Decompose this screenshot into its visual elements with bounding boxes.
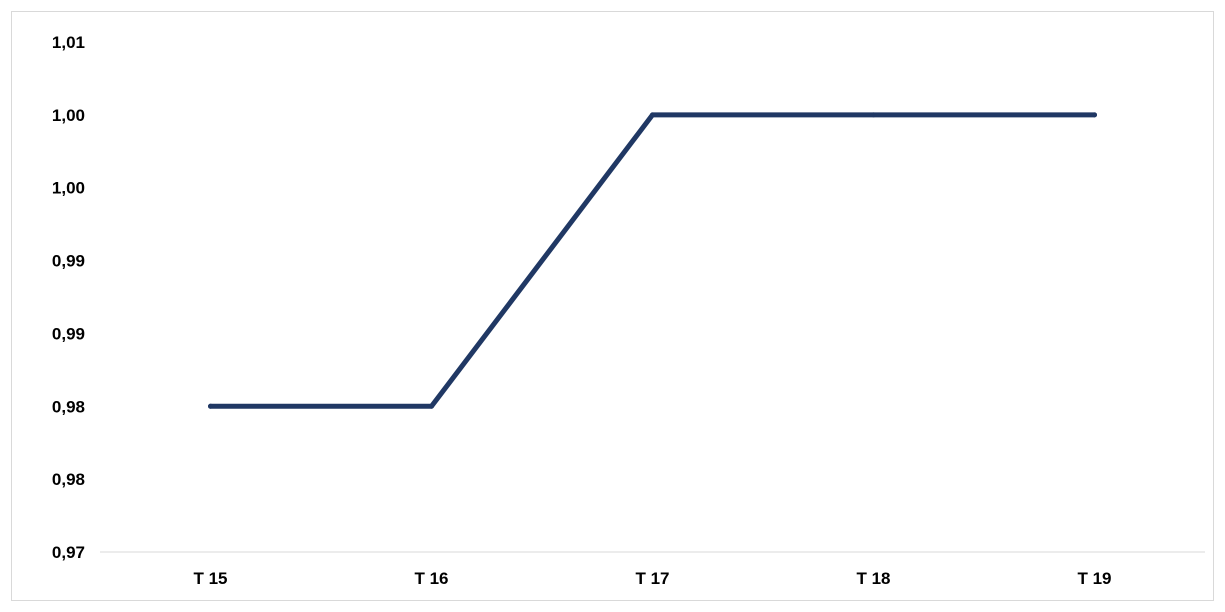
data-point [1092, 112, 1097, 118]
y-tick-label: 0,98 [52, 470, 85, 489]
series-layer [208, 112, 1097, 409]
x-tick-label: T 18 [856, 569, 890, 588]
chart-frame [11, 11, 1214, 601]
x-tick-label: T 16 [414, 569, 448, 588]
y-axis-ticks: 0,97 0,98 0,98 0,99 0,99 1,00 1,00 1,01 [52, 33, 85, 562]
data-point [650, 112, 655, 118]
series-line [208, 112, 1097, 409]
y-tick-label: 1,01 [52, 33, 85, 52]
data-point [429, 403, 434, 409]
data-point [208, 403, 213, 409]
y-tick-label: 0,98 [52, 397, 85, 416]
y-tick-label: 0,97 [52, 543, 85, 562]
x-axis-ticks: T 15 T 16 T 17 T 18 T 19 [193, 569, 1111, 588]
y-tick-label: 0,99 [52, 252, 85, 271]
x-tick-label: T 19 [1077, 569, 1111, 588]
x-tick-label: T 17 [635, 569, 669, 588]
y-tick-label: 1,00 [52, 106, 85, 125]
y-tick-label: 0,99 [52, 324, 85, 343]
data-point [871, 112, 876, 118]
y-tick-label: 1,00 [52, 179, 85, 198]
x-tick-label: T 15 [193, 569, 227, 588]
